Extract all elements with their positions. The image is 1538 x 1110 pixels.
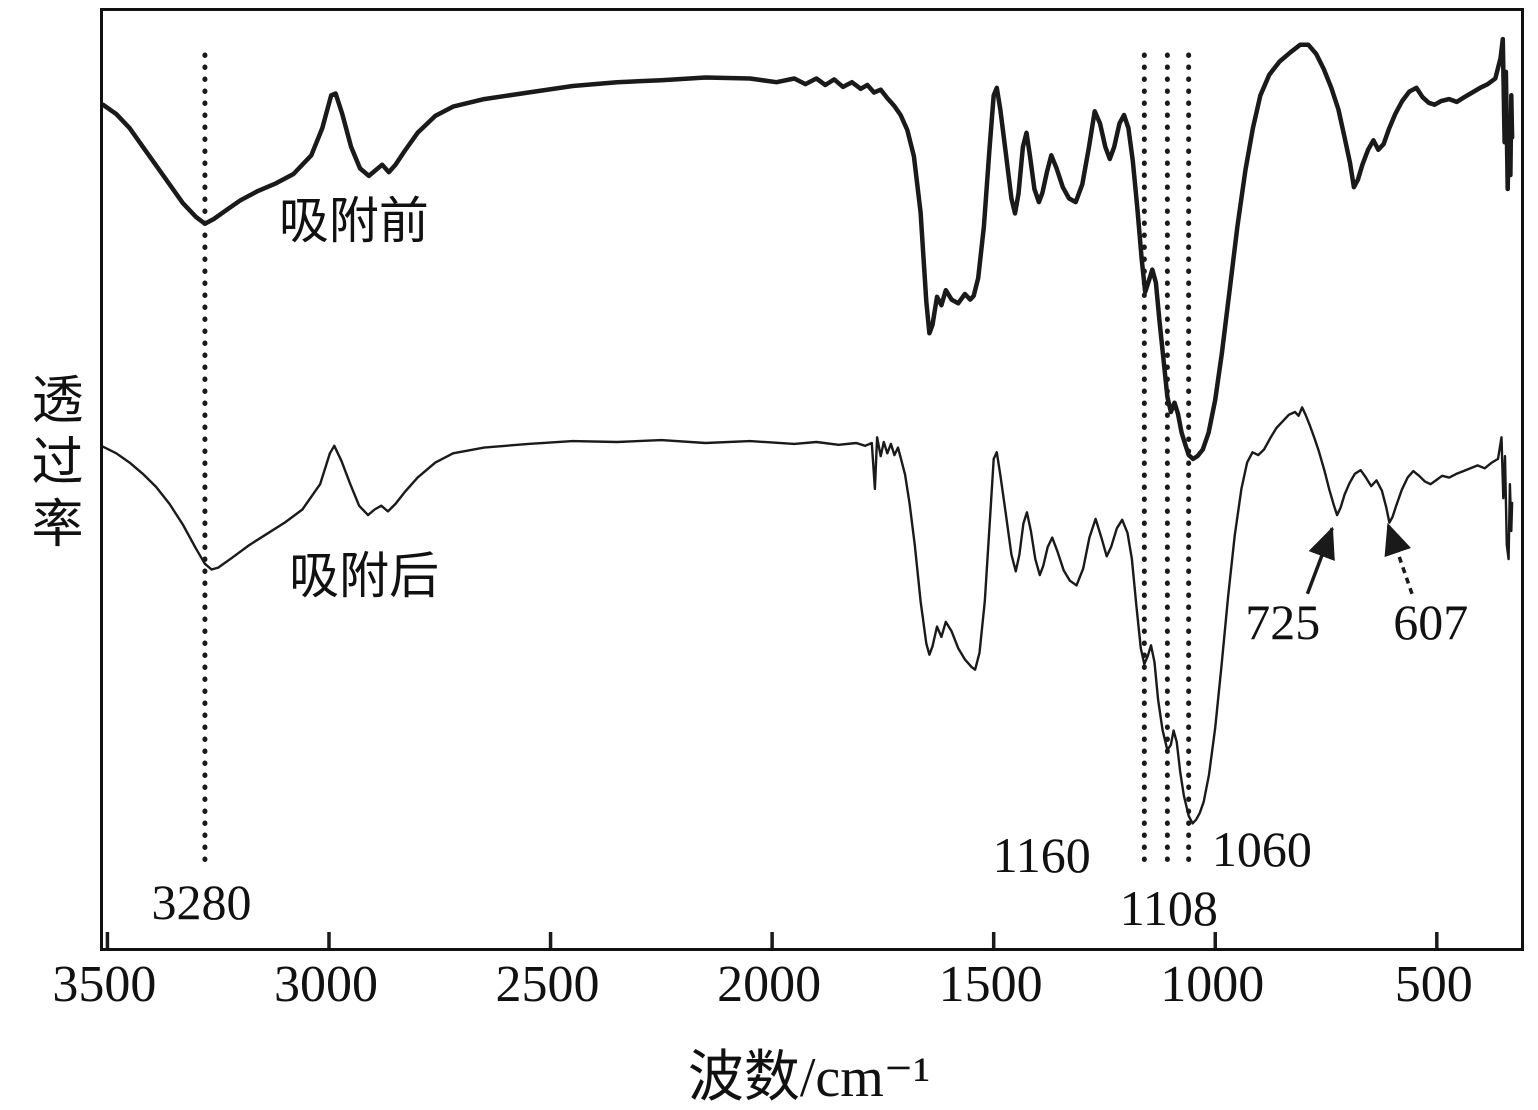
x-tick-label-3000: 3000 [273, 956, 378, 1013]
peak-label-1160: 1160 [992, 827, 1091, 884]
spectra-canvas [103, 36, 1515, 948]
annotation-arrow-607 [1384, 522, 1414, 595]
annotation-arrow-725 [1305, 526, 1335, 595]
spectrum-curve-1 [103, 406, 1514, 825]
x-tick-label-1000: 1000 [1160, 956, 1265, 1013]
x-tick-label-500: 500 [1394, 956, 1473, 1013]
x-tick-label-2000: 2000 [717, 956, 822, 1013]
series-label-1: 吸附后 [289, 548, 440, 605]
spectrum-curve-0 [103, 36, 1515, 462]
x-tick-label-2500: 2500 [495, 956, 600, 1013]
x-axis-title: 波数/cm⁻¹ [687, 1047, 931, 1109]
peak-label-1108: 1108 [1119, 879, 1218, 936]
plot-area [100, 8, 1524, 951]
peak-label-3280: 3280 [151, 873, 252, 930]
peak-label-725: 725 [1245, 593, 1321, 650]
x-tick-label-3500: 3500 [52, 956, 157, 1013]
peak-label-1060: 1060 [1211, 821, 1312, 878]
x-tick-label-1500: 1500 [938, 956, 1043, 1013]
y-axis-title: 透过率 [23, 372, 80, 558]
series-label-0: 吸附前 [278, 192, 429, 249]
peak-label-607: 607 [1393, 593, 1469, 650]
